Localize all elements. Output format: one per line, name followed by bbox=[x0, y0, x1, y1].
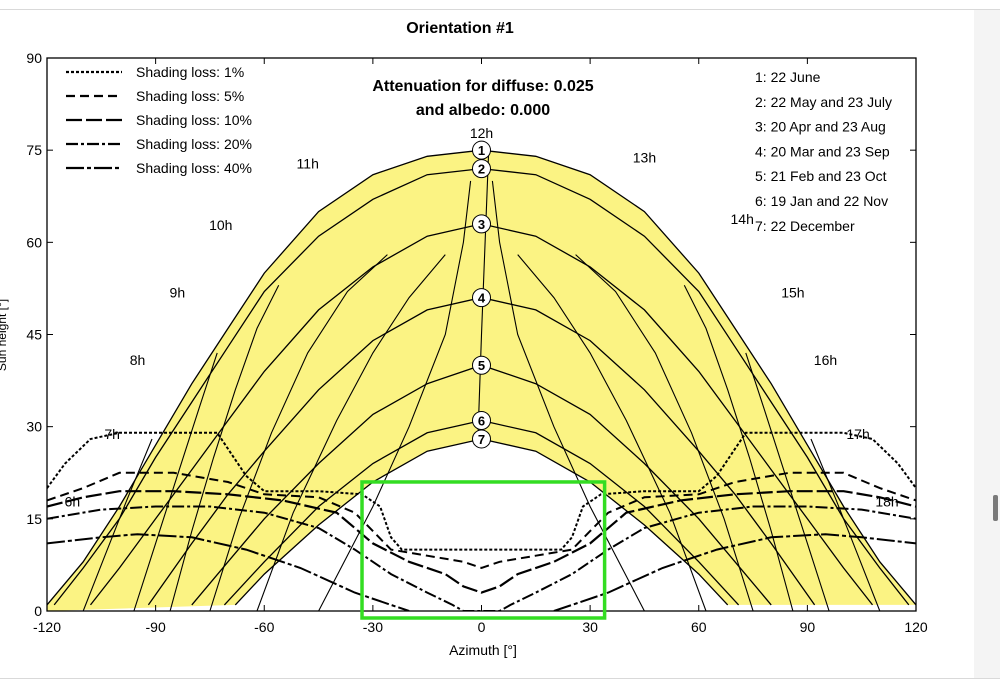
shading-loss-line bbox=[47, 431, 916, 551]
date-legend-entry: 6: 19 Jan and 22 Nov bbox=[755, 193, 888, 209]
date-legend-entry: 3: 20 Apr and 23 Aug bbox=[755, 119, 886, 135]
hour-line bbox=[575, 254, 754, 611]
hour-label: 9h bbox=[170, 285, 186, 301]
shading-legend-entry: Shading loss: 5% bbox=[66, 88, 244, 104]
highlight-box bbox=[360, 480, 607, 620]
chart-title: Orientation #1 bbox=[406, 20, 514, 37]
hour-line bbox=[256, 254, 446, 611]
y-tick-label: 75 bbox=[26, 142, 42, 158]
shading-legend-entry: Shading loss: 10% bbox=[66, 112, 252, 128]
date-legend: 1: 22 June 2: 22 May and 23 July 3: 20 Apr… bbox=[755, 69, 892, 234]
hour-label: 11h bbox=[297, 156, 319, 172]
sun-path-marker: 3 bbox=[472, 214, 491, 234]
shading-legend-entry: Shading loss: 1% bbox=[66, 64, 244, 80]
shading-legend-entry: Shading loss: 20% bbox=[66, 136, 252, 152]
shading-loss-line bbox=[47, 471, 916, 570]
hour-line bbox=[318, 180, 472, 611]
frame-bottom-divider bbox=[0, 678, 1000, 679]
x-tick-label: 120 bbox=[904, 619, 928, 635]
sun-path-marker: 2 bbox=[472, 159, 491, 179]
scrollbar-thumb[interactable] bbox=[993, 495, 998, 521]
sun-path-marker-label: 5 bbox=[478, 358, 485, 373]
frame-top-divider bbox=[0, 9, 1000, 10]
x-tick-label: -60 bbox=[254, 619, 274, 635]
hour-line bbox=[810, 438, 881, 611]
sun-path-marker: 1 bbox=[472, 140, 491, 160]
shading-legend-label: Shading loss: 5% bbox=[136, 88, 244, 104]
shading-loss-legend: Shading loss: 1% Shading loss: 5% Shading … bbox=[66, 64, 252, 176]
x-axis-title: Azimuth [°] bbox=[449, 642, 517, 658]
hour-line-layer bbox=[82, 150, 881, 611]
attenuation-annotation-line-2: and albedo: 0.000 bbox=[416, 102, 550, 119]
shading-legend-entry: Shading loss: 40% bbox=[66, 160, 252, 176]
sun-area-layer bbox=[47, 150, 916, 611]
y-tick-label: 60 bbox=[26, 234, 42, 250]
hour-line bbox=[491, 180, 645, 611]
hour-label: 8h bbox=[130, 352, 146, 368]
y-tick-label: 15 bbox=[26, 511, 42, 527]
hour-label: 7h bbox=[104, 426, 120, 442]
date-legend-entry: 4: 20 Mar and 23 Sep bbox=[755, 143, 890, 159]
x-tick-label: 0 bbox=[478, 619, 486, 635]
hour-label: 16h bbox=[814, 352, 837, 368]
y-tick-label: 0 bbox=[34, 603, 42, 619]
date-legend-entry: 1: 22 June bbox=[755, 69, 821, 85]
sun-path-marker: 7 bbox=[472, 429, 491, 449]
hour-line bbox=[517, 254, 707, 611]
x-tick-label: -30 bbox=[363, 619, 383, 635]
hour-label: 14h bbox=[731, 211, 754, 227]
y-tick-label: 90 bbox=[26, 50, 42, 66]
hour-label: 17h bbox=[846, 426, 869, 442]
y-tick-label: 45 bbox=[26, 327, 42, 343]
hour-label: 12h bbox=[470, 125, 493, 141]
sun-path-marker-label: 7 bbox=[478, 432, 485, 447]
shading-legend-label: Shading loss: 20% bbox=[136, 136, 252, 152]
sun-path-marker-label: 6 bbox=[478, 414, 485, 429]
sun-path-marker-label: 3 bbox=[478, 217, 485, 232]
sun-path-marker: 6 bbox=[472, 411, 491, 431]
hour-line bbox=[133, 352, 218, 611]
attenuation-annotation-line-1: Attenuation for diffuse: 0.025 bbox=[372, 78, 593, 95]
chart-label-layer: 1 2 3 4 5 6 7 6h 7h 8h 9h 10h 11h 12h 13h 14h 15h 16h 17h 1… bbox=[65, 125, 899, 510]
hour-line bbox=[745, 352, 830, 611]
sun-path-marker-label: 1 bbox=[478, 143, 485, 158]
hour-line bbox=[169, 285, 280, 611]
hour-label: 13h bbox=[633, 149, 656, 165]
hour-label: 10h bbox=[209, 217, 232, 233]
hour-label: 6h bbox=[65, 494, 81, 510]
x-tick-label: -120 bbox=[33, 619, 61, 635]
shading-loss-line bbox=[553, 533, 916, 611]
date-legend-entry: 2: 22 May and 23 July bbox=[755, 94, 892, 110]
x-tick-label: -90 bbox=[146, 619, 166, 635]
sun-area bbox=[47, 150, 916, 611]
scrollbar-track[interactable] bbox=[974, 10, 1000, 678]
date-legend-entry: 7: 22 December bbox=[755, 218, 855, 234]
hour-line bbox=[683, 285, 794, 611]
sun-path-marker-label: 2 bbox=[478, 162, 485, 177]
sun-path-marker: 4 bbox=[472, 288, 491, 308]
sun-path-marker-label: 4 bbox=[478, 291, 486, 306]
shading-legend-label: Shading loss: 40% bbox=[136, 160, 252, 176]
y-tick-label: 30 bbox=[26, 419, 42, 435]
sun-path-marker: 5 bbox=[472, 355, 491, 375]
shading-legend-label: Shading loss: 1% bbox=[136, 64, 244, 80]
shading-legend-label: Shading loss: 10% bbox=[136, 112, 252, 128]
x-tick-label: 30 bbox=[582, 619, 598, 635]
hour-label: 15h bbox=[781, 285, 804, 301]
hour-line bbox=[209, 254, 388, 611]
x-tick-label: 60 bbox=[691, 619, 707, 635]
date-legend-entry: 5: 21 Feb and 23 Oct bbox=[755, 168, 887, 184]
shading-line-layer bbox=[47, 431, 916, 611]
x-tick-label: 90 bbox=[800, 619, 816, 635]
hour-line bbox=[82, 438, 153, 611]
shading-loss-line bbox=[47, 533, 410, 611]
shading-loss-line bbox=[47, 490, 916, 594]
hour-label: 18h bbox=[875, 494, 898, 510]
shading-loss-line bbox=[47, 505, 916, 611]
y-axis-title: Sun height [°] bbox=[0, 299, 9, 371]
